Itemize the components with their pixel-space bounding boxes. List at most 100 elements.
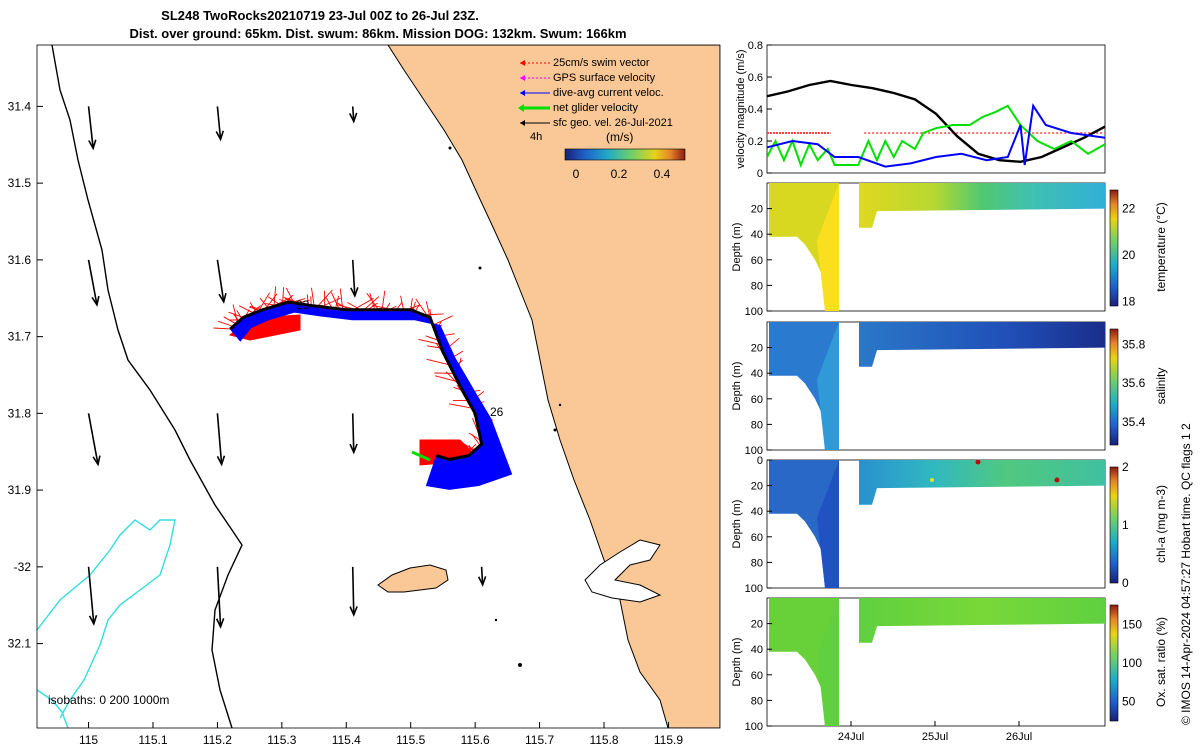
section-ytick-label: 80: [751, 280, 763, 292]
colorbar-tick-label: 150: [1122, 617, 1142, 631]
swim-vector: [432, 315, 453, 326]
velocity-ytick-label: 0: [757, 168, 763, 180]
section-ytick-label: 60: [751, 532, 763, 544]
map-ytick-label: 31.4: [8, 99, 32, 113]
imos-credit: © IMOS 14-Apr-2024 04:57:27 Hobart time.…: [1179, 423, 1193, 725]
section-ytick-label: 60: [751, 394, 763, 406]
swim-vector: [273, 286, 277, 307]
isobath-1000m-b: [37, 689, 69, 728]
map-xtick-label: 115.7: [525, 733, 554, 747]
swim-vector: [400, 295, 404, 310]
section-profile-deep-b: [817, 183, 839, 311]
map-xtick-label: 115.6: [461, 733, 490, 747]
colorbar-tick-label: 20: [1122, 248, 1136, 262]
section-ytick-label: 60: [751, 670, 763, 682]
swim-vector: [228, 311, 244, 318]
velocity-ylabel: velocity magnitude (m/s): [735, 49, 747, 168]
map-xtick-label: 115.8: [589, 733, 618, 747]
salinity-section: 20 40 60 80 100 Depth (m) 35.4 35.6 35.8 salinity: [731, 321, 1168, 457]
legend-net: net glider velocity: [553, 102, 638, 114]
section-profile-deep: [769, 598, 839, 726]
geo-arrow: [351, 413, 355, 453]
geo-arrow-head: [350, 287, 359, 298]
velocity-ytick-label: 0.8: [748, 40, 763, 52]
velocity-magnitude-panel: 0 0.2 0.4 0.6 0.8 velocity magnitude (m/s): [735, 40, 1106, 180]
map-xtick-label: 115.1: [138, 733, 167, 747]
estuary: [584, 539, 662, 603]
track-label-start: 23: [296, 298, 310, 312]
swim-vector: [213, 327, 231, 330]
geo-arrow: [87, 259, 98, 306]
section-profile-deep-b: [817, 322, 839, 450]
section-ytick-label: 20: [751, 619, 763, 631]
section-ytick-label: 100: [745, 445, 763, 457]
isobaths-label: isobaths: 0 200 1000m: [48, 693, 169, 707]
map-xtick-label: 115: [79, 733, 98, 747]
geo-arrow: [87, 413, 99, 465]
geo-arrow-head: [91, 295, 100, 307]
rottnest-island: [377, 564, 449, 593]
section-ylabel: Depth (m): [731, 500, 743, 549]
geo-arrow-head: [349, 606, 358, 617]
map-title-line2: Dist. over ground: 65km. Dist. swum: 86k…: [129, 26, 626, 41]
section-profile-shallow: [859, 322, 1105, 367]
map-ytick-label: 31.5: [8, 176, 32, 190]
swim-vector: [238, 305, 255, 314]
geo-arrow: [351, 259, 356, 296]
geo-arrow: [351, 106, 355, 122]
colorbar-label: temperature (°C): [1154, 202, 1168, 292]
swim-vector: [425, 335, 439, 341]
colorbar-tick-label: 18: [1122, 294, 1136, 308]
section-profile-deep: [769, 460, 839, 588]
swim-vector: [434, 375, 459, 383]
speed-colorbar: [564, 148, 686, 161]
map-ytick-label: 31.7: [8, 330, 32, 344]
section-ytick-label: 100: [745, 306, 763, 318]
chla-hotspot: [1054, 477, 1060, 483]
map-x-ticks: 115 115.1 115.2 115.3 115.4 115.5 115.6 115.7 11…: [79, 722, 683, 747]
section-ytick-label: 20: [751, 343, 763, 355]
swim-vector: [448, 403, 473, 409]
geo-arrow: [351, 566, 355, 615]
colorbar-tick-1: 0.2: [611, 167, 628, 181]
velocity-series-line: [767, 103, 1105, 168]
chla-hotspot: [975, 459, 981, 465]
colorbar-title: (m/s): [606, 130, 633, 144]
map-ytick-label: 32.1: [8, 637, 32, 651]
isobath-1000m: [37, 519, 176, 719]
swim-vector: [381, 290, 386, 310]
section-xtick-label: 25Jul: [922, 731, 948, 743]
swim-vector: [306, 294, 309, 306]
section-ytick-label: 80: [751, 695, 763, 707]
swim-vector: [425, 301, 431, 318]
swim-vector: [259, 297, 269, 309]
swim-vector: [282, 287, 285, 304]
section-ytick-label: 20: [751, 204, 763, 216]
legend-time-label: 4h: [530, 131, 542, 143]
section-profile-deep-b: [817, 460, 839, 588]
map-ytick-label: 31.6: [8, 253, 32, 267]
section-ytick-label: 80: [751, 419, 763, 431]
map-xtick-label: 115.5: [396, 733, 425, 747]
geo-arrow-head: [216, 455, 226, 467]
map-ytick-label: 31.9: [8, 483, 32, 497]
map-title-line1: SL248 TwoRocks20210719 23-Jul 00Z to 26-…: [161, 8, 479, 23]
section-colorbar: [1109, 328, 1119, 446]
section-ytick-label: 40: [751, 644, 763, 656]
legend-swim: 25cm/s swim vector: [553, 57, 650, 69]
oxygen-section: 20 40 60 80 100 Depth (m) 50 100 150 Ox. sat. rat…: [731, 597, 1168, 743]
swim-vector: [330, 292, 340, 310]
colorbar-tick-label: 35.4: [1122, 415, 1146, 429]
section-ytick-label: 40: [751, 229, 763, 241]
swim-vector: [267, 296, 280, 306]
net-velocity-arrow: [411, 450, 431, 462]
temperature-section: 20 40 60 80 100 Depth (m) 18 20 22 temperature (°…: [731, 182, 1168, 318]
section-profile-shallow: [859, 460, 1105, 505]
geo-arrow: [87, 106, 94, 149]
section-profile-deep: [769, 183, 839, 311]
section-colorbar: [1109, 604, 1119, 722]
colorbar-tick-label: 1: [1122, 518, 1129, 532]
section-ytick-label: 20: [751, 481, 763, 493]
velocity-ytick-label: 0.2: [748, 136, 763, 148]
